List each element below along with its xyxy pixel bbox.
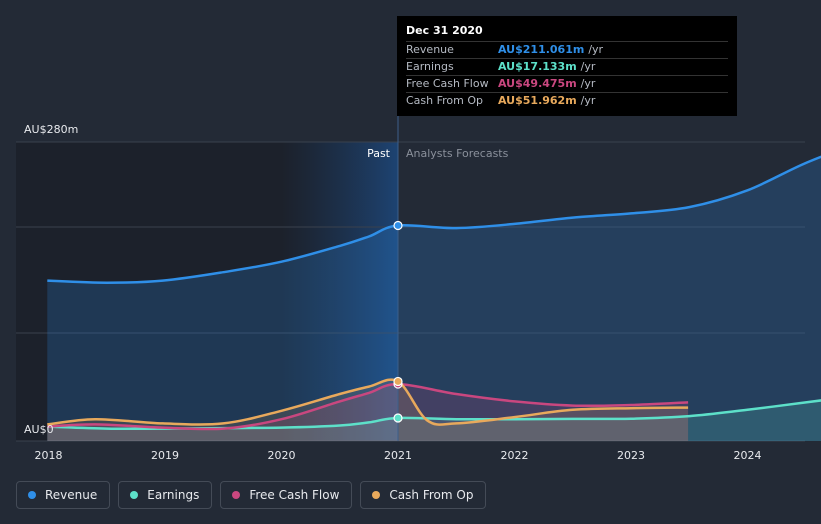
revenue-area	[47, 156, 821, 441]
tooltip-row-unit: /yr	[588, 43, 604, 56]
free-cash-flow-line	[47, 382, 689, 431]
tooltip-row: Revenue AU$211.061m/yr	[406, 41, 728, 58]
tooltip-row-label: Revenue	[406, 43, 454, 56]
legend-dot-icon	[28, 491, 36, 499]
legend-revenue[interactable]: Revenue	[16, 481, 111, 509]
tooltip-row-value: AU$51.962m	[498, 94, 577, 107]
x-axis-ticks: 2018 2019 2020 2021 2022 2023 2024	[35, 449, 762, 462]
legend-free-cash-flow[interactable]: Free Cash Flow	[220, 481, 353, 509]
past-label: Past	[367, 147, 391, 160]
x-tick-label: 2023	[617, 449, 645, 462]
x-tick-label: 2018	[35, 449, 63, 462]
x-tick-label: 2019	[151, 449, 179, 462]
tooltip-row-value: AU$17.133m	[498, 60, 577, 73]
y-axis-bottom-label: AU$0	[24, 423, 54, 436]
x-tick-label: 2022	[501, 449, 529, 462]
x-tick-label: 2024	[734, 449, 762, 462]
tooltip-row-label: Cash From Op	[406, 94, 484, 107]
tooltip-row-unit: /yr	[580, 94, 596, 107]
y-axis-top-label: AU$280m	[24, 123, 78, 136]
tooltip-row-label: Earnings	[406, 60, 454, 73]
legend-dot-icon	[130, 491, 139, 499]
tooltip-row-label: Free Cash Flow	[406, 77, 489, 90]
free-cash-flow-area	[47, 384, 689, 441]
legend-label: Free Cash Flow	[249, 488, 340, 502]
series-lines	[47, 155, 821, 431]
legend-label: Revenue	[45, 488, 98, 502]
legend-label: Earnings	[147, 488, 200, 502]
gridlines	[16, 141, 805, 442]
cash-from-op-line	[47, 378, 689, 426]
revenue-marker	[393, 220, 403, 231]
tooltip-row: Cash From Op AU$51.962m/yr	[406, 92, 728, 109]
legend-dot-icon	[372, 491, 381, 499]
cash-from-op-marker	[393, 376, 403, 387]
earnings-area	[47, 400, 821, 441]
tooltip-row-value: AU$211.061m	[498, 43, 585, 56]
tooltip-rows: Revenue AU$211.061m/yr Earnings AU$17.133m /…	[406, 41, 728, 109]
revenue-line	[47, 155, 821, 284]
legend-earnings[interactable]: Earnings	[118, 481, 213, 509]
earnings-marker	[393, 413, 403, 423]
legend: Revenue Earnings Free Cash Flow Cash From O…	[16, 481, 487, 509]
tooltip-row-unit: /yr	[580, 77, 596, 90]
tooltip-row: Earnings AU$17.133m/yr	[406, 58, 728, 75]
tooltip-date: Dec 31 2020	[406, 24, 483, 37]
tooltip-row: Free Cash Flow AU$49.475m/yr	[406, 75, 728, 92]
legend-dot-icon	[232, 491, 241, 499]
legend-cash-from-op[interactable]: Cash From Op	[360, 481, 487, 509]
cash-from-op-area	[47, 379, 689, 441]
past-band-highlight	[281, 142, 398, 441]
hover-markers	[393, 220, 403, 423]
tooltip-row-unit: /yr	[580, 60, 596, 73]
series-areas	[47, 156, 821, 441]
tooltip-row-value: AU$49.475m	[498, 77, 577, 90]
tooltip: Dec 31 2020 Revenue AU$211.061m/yr Earning…	[397, 16, 737, 116]
forecast-label: Analysts Forecasts	[406, 147, 509, 160]
x-tick-label: 2021	[384, 449, 412, 462]
x-tick-label: 2020	[268, 449, 296, 462]
legend-label: Cash From Op	[389, 488, 474, 502]
